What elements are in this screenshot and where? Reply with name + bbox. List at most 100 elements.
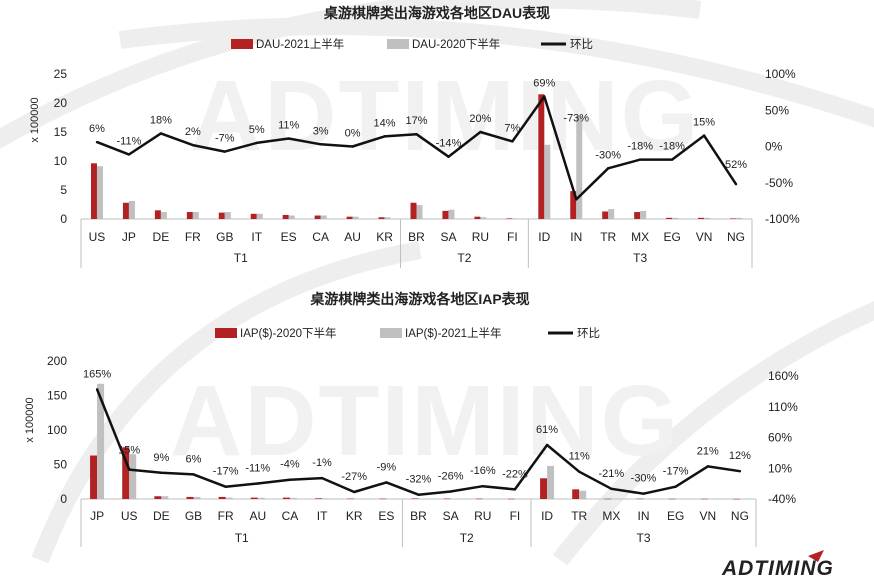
growth-point <box>255 141 258 145</box>
data-label: 61% <box>536 424 558 436</box>
x-tick-label: KR <box>346 509 363 523</box>
bar <box>634 212 641 219</box>
x-tick-label: IN <box>638 509 650 523</box>
growth-point <box>385 481 388 484</box>
x-tick-label: JP <box>122 230 136 244</box>
bar <box>289 497 297 499</box>
bar <box>122 202 129 219</box>
x-tick-label: ES <box>378 509 394 523</box>
data-label: 7% <box>504 122 520 134</box>
data-label: 11% <box>278 120 299 132</box>
growth-point <box>95 140 99 144</box>
bar <box>352 216 359 219</box>
data-label: -14% <box>436 138 462 150</box>
bar <box>474 216 481 219</box>
bar <box>666 217 673 219</box>
growth-point <box>734 183 738 186</box>
y-tick-label: 0 <box>60 492 67 506</box>
x-tick-label: SA <box>440 230 456 244</box>
growth-point <box>607 167 610 170</box>
growth-point <box>610 487 613 491</box>
x-tick-label: MX <box>631 230 649 244</box>
x-tick-label: DE <box>153 230 170 244</box>
y-tick-label: 50 <box>54 458 68 472</box>
bar <box>160 212 167 219</box>
y-tick-label: 150 <box>47 389 67 403</box>
bar <box>379 498 387 500</box>
growth-point <box>417 493 420 496</box>
data-label: -27% <box>341 471 367 483</box>
y2-tick-label: 0% <box>765 140 783 154</box>
x-tick-label: IT <box>251 230 262 244</box>
x-tick-label: VN <box>696 230 713 244</box>
bar <box>507 498 515 500</box>
legend: IAP($)-2020下半年 IAP($)-2021上半年 环比 <box>215 326 600 340</box>
data-label: -1% <box>312 457 332 469</box>
bar <box>611 498 619 500</box>
bar <box>604 498 612 500</box>
growth-point <box>511 140 514 143</box>
bar <box>540 478 548 499</box>
group-label: T1 <box>235 531 249 545</box>
bar <box>97 383 105 499</box>
bar <box>282 214 289 219</box>
bar <box>512 218 519 219</box>
bar <box>129 454 137 499</box>
data-label: 12% <box>729 450 751 462</box>
bar <box>570 191 577 219</box>
bar <box>672 217 679 219</box>
group-label: T2 <box>457 251 471 265</box>
growth-point <box>479 130 482 134</box>
data-label: -11% <box>245 462 270 474</box>
plot-area: 0 5 10 15 20 25 100% 50% 0% -50% -100% 6% -11% 18% 2% -… <box>54 67 800 268</box>
x-tick-label: ES <box>281 230 297 244</box>
growth-point <box>351 145 354 148</box>
data-label: -73% <box>563 112 589 124</box>
bar <box>736 217 743 219</box>
growth-point <box>575 198 578 201</box>
x-tick-label: AU <box>249 509 266 523</box>
growth-point <box>353 490 356 494</box>
growth-point <box>449 490 452 493</box>
data-label: -17% <box>213 466 239 478</box>
bar <box>378 217 385 219</box>
group-label: T3 <box>633 251 647 265</box>
y2-tick-label: 160% <box>768 369 799 383</box>
bar <box>347 498 355 500</box>
bar <box>698 217 705 219</box>
bar <box>576 115 583 219</box>
data-label: -16% <box>470 465 496 477</box>
x-tick-label: SA <box>443 509 459 523</box>
bar <box>572 489 580 499</box>
bar <box>514 498 522 500</box>
x-tick-label: MX <box>602 509 620 523</box>
x-tick-label: RU <box>472 230 489 244</box>
bar <box>322 498 330 499</box>
growth-point <box>256 482 259 485</box>
growth-point <box>642 492 645 495</box>
x-tick-label: EG <box>667 509 684 523</box>
x-tick-label: GB <box>185 509 202 523</box>
x-tick-label: JP <box>90 509 104 523</box>
data-label: 3% <box>313 125 329 137</box>
legend: DAU-2021上半年 DAU-2020下半年 环比 <box>231 37 593 51</box>
bar <box>354 498 362 500</box>
y-axis-unit: x 100000 <box>29 97 41 142</box>
bar <box>315 498 323 499</box>
data-label: 52% <box>725 159 747 171</box>
brand-logo-mark <box>808 550 824 562</box>
x-tick-label: GB <box>216 230 233 244</box>
growth-point <box>127 153 131 156</box>
x-tick-label: US <box>89 230 106 244</box>
growth-point <box>670 158 674 161</box>
bar <box>122 447 130 499</box>
y-tick-label: 0 <box>60 212 67 226</box>
bar <box>643 498 651 500</box>
growth-point <box>160 471 163 474</box>
bar <box>346 216 353 219</box>
watermark: ADTIMING ADTIMING <box>0 0 874 566</box>
growth-point <box>545 443 549 447</box>
legend-label-dau-2020: DAU-2020下半年 <box>412 37 500 51</box>
bar <box>386 498 394 500</box>
